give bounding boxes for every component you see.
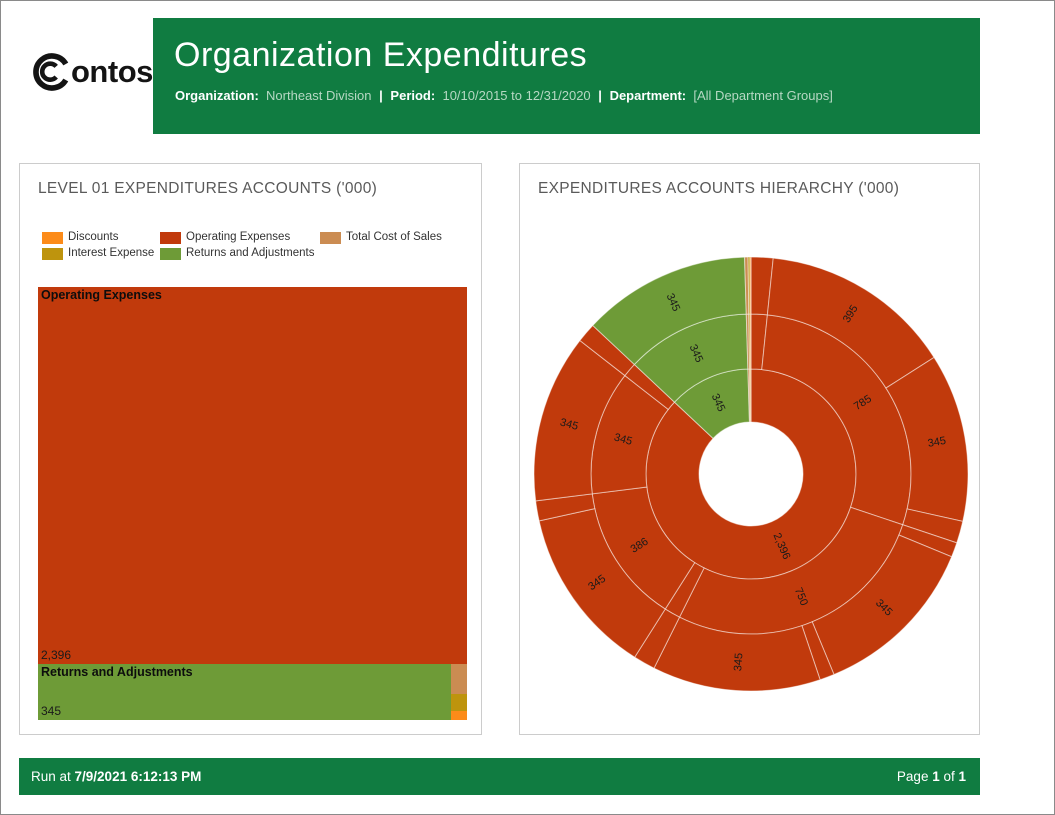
legend-swatch [42,248,63,260]
legend-label: Returns and Adjustments [186,247,315,259]
sunburst-segment-label: 345 [927,435,947,450]
sunburst-chart: 2,39678539534575034534538634534534534534… [533,256,969,692]
meta-separator: | [379,88,383,103]
footer-bar: Run at 7/9/2021 6:12:13 PM Page 1 of 1 [19,758,980,795]
organization-label: Organization: [175,88,259,103]
treemap-panel: LEVEL 01 EXPENDITURES ACCOUNTS ('000) Di… [19,163,482,735]
sunburst-segment [749,256,752,315]
legend-label: Interest Expense [68,247,155,259]
sunburst-segment-label: 345 [732,652,745,671]
treemap-node-interest-expense [451,694,467,712]
department-value: [All Department Groups] [693,88,833,103]
logo-inner-arc [39,61,58,82]
sunburst-segment-label: 345 [613,431,634,447]
sunburst-segment-label: 345 [559,416,580,432]
run-timestamp: Run at 7/9/2021 6:12:13 PM [31,769,202,784]
department-label: Department: [609,88,687,103]
treemap-node-value: 345 [41,703,62,718]
contoso-logo: ontoso [33,53,153,91]
treemap-node-discounts [451,711,467,720]
legend-swatch [160,232,181,244]
logo-text: ontoso [71,54,153,89]
treemap-node-total-cost-of-sales [451,663,467,694]
report-parameters: Organization: Northeast Division | Perio… [153,75,980,103]
legend-label: Operating Expenses [186,231,291,243]
legend-label: Discounts [68,231,119,243]
treemap-node-operating-expenses: Operating Expenses 2,396 [38,287,467,664]
sunburst-panel: EXPENDITURES ACCOUNTS HIERARCHY ('000) 2… [519,163,980,735]
sunburst-panel-title: EXPENDITURES ACCOUNTS HIERARCHY ('000) [538,180,900,197]
treemap-node-returns-and-adjustments: Returns and Adjustments 345 [38,663,452,720]
report-title: Organization Expenditures [174,36,588,74]
treemap-node-value: 2,396 [41,647,72,662]
legend-label: Total Cost of Sales [346,231,442,243]
report-header-banner: Organization Expenditures Organization: … [153,18,980,134]
meta-separator: | [598,88,602,103]
period-label: Period: [390,88,436,103]
treemap-node-name: Operating Expenses [41,288,162,302]
logo-outer-arc [33,53,69,91]
treemap-chart: Operating Expenses 2,396 Returns and Adjus… [38,287,467,720]
page-indicator: Page 1 of 1 [896,769,966,784]
sunburst-segment [749,313,752,370]
legend-swatch [42,232,63,244]
legend-swatch [160,248,181,260]
period-value: 10/10/2015 to 12/31/2020 [442,88,591,103]
treemap-node-name: Returns and Adjustments [41,664,193,679]
treemap-panel-title: LEVEL 01 EXPENDITURES ACCOUNTS ('000) [38,180,378,197]
legend-swatch [320,232,341,244]
organization-value: Northeast Division [266,88,372,103]
